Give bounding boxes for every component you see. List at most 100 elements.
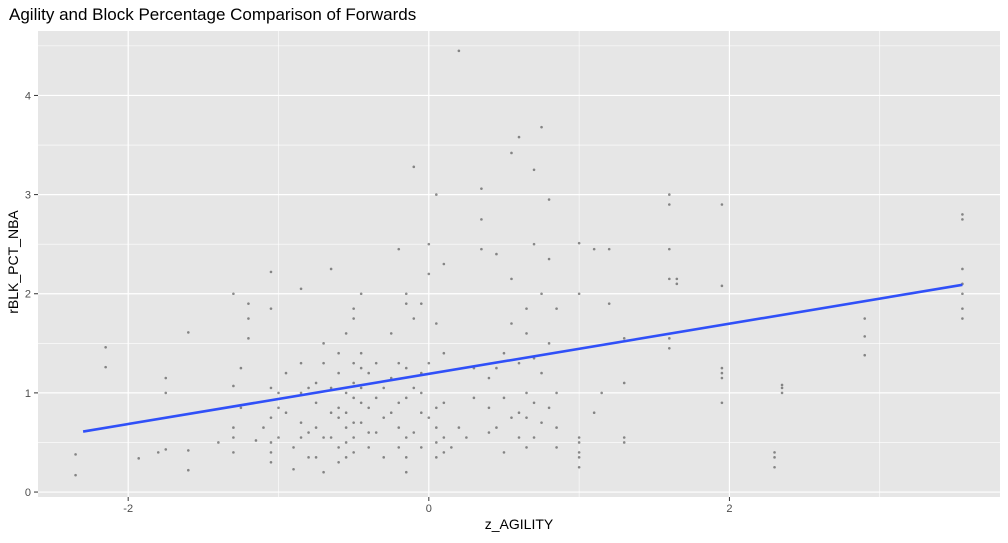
data-point <box>247 337 250 340</box>
data-point <box>337 406 340 410</box>
data-point <box>419 411 423 415</box>
data-point <box>344 332 348 335</box>
data-point <box>442 451 446 454</box>
data-point <box>577 441 581 444</box>
data-point <box>547 406 551 410</box>
y-tick-label: 4 <box>25 90 31 102</box>
data-point <box>322 436 325 439</box>
data-point <box>668 203 671 206</box>
data-point <box>525 416 528 419</box>
data-point <box>961 317 964 320</box>
data-point <box>104 345 107 349</box>
y-axis-ticks: 0 1 2 3 4 <box>25 90 38 499</box>
data-point <box>540 292 543 296</box>
data-point <box>359 401 363 405</box>
data-point <box>457 426 461 429</box>
data-point <box>720 371 724 375</box>
data-point <box>517 361 521 365</box>
data-point <box>675 282 679 286</box>
data-point <box>495 366 498 370</box>
data-point <box>442 351 446 355</box>
data-point <box>510 322 513 325</box>
data-point <box>344 391 348 395</box>
data-point <box>389 332 393 335</box>
data-point <box>277 406 280 410</box>
data-point <box>622 441 626 444</box>
data-point <box>397 361 401 365</box>
data-point <box>367 446 370 449</box>
data-point <box>337 460 340 464</box>
y-tick-label: 1 <box>25 388 31 400</box>
data-point <box>269 307 273 310</box>
data-point <box>502 351 506 355</box>
data-point <box>382 456 386 459</box>
data-point <box>137 457 141 460</box>
data-point <box>668 337 671 340</box>
data-point <box>577 451 581 454</box>
data-point <box>435 456 438 459</box>
data-point <box>269 386 273 390</box>
data-point <box>74 453 77 456</box>
data-point <box>389 411 393 415</box>
data-point <box>292 446 295 449</box>
data-point <box>863 353 867 357</box>
data-point <box>773 456 776 459</box>
data-point <box>412 386 416 390</box>
data-point <box>540 371 543 375</box>
data-point <box>269 441 273 444</box>
data-point <box>344 456 348 459</box>
data-point <box>337 446 340 449</box>
data-point <box>510 277 513 281</box>
data-point <box>622 436 626 439</box>
data-point <box>247 302 250 305</box>
data-point <box>517 436 521 439</box>
data-point <box>269 270 273 274</box>
data-point <box>502 396 506 400</box>
data-point <box>269 460 273 464</box>
data-point <box>577 465 581 469</box>
data-point <box>374 361 378 365</box>
data-point <box>389 376 393 380</box>
data-point <box>532 436 536 439</box>
data-point <box>382 416 386 419</box>
data-point <box>299 287 303 291</box>
data-point <box>480 218 483 221</box>
data-point <box>540 125 543 129</box>
data-point <box>359 292 363 296</box>
data-point <box>299 421 303 424</box>
trend-line <box>82 283 963 433</box>
chart-title: Agility and Block Percentage Comparison … <box>9 5 416 24</box>
data-point <box>510 151 513 155</box>
data-point <box>187 331 190 334</box>
data-point <box>532 242 536 246</box>
data-point <box>322 361 325 365</box>
data-point <box>412 431 416 434</box>
data-point <box>495 426 498 429</box>
data-point <box>314 381 318 385</box>
data-point <box>239 366 243 370</box>
trend-line-group <box>82 283 963 433</box>
data-point <box>284 371 288 375</box>
data-point <box>675 277 679 281</box>
data-point <box>419 446 423 449</box>
data-point <box>262 426 265 429</box>
data-point <box>435 406 438 410</box>
data-point <box>555 307 558 310</box>
data-point <box>269 416 273 419</box>
data-point <box>367 431 370 434</box>
x-tick-label: -2 <box>123 503 133 515</box>
data-point <box>307 386 310 390</box>
data-point <box>367 406 370 410</box>
data-point <box>577 436 581 439</box>
data-point <box>427 272 431 276</box>
data-point <box>359 421 363 424</box>
data-point <box>419 302 423 305</box>
data-point <box>404 456 408 459</box>
data-point <box>322 342 325 345</box>
data-point <box>404 396 408 400</box>
data-point <box>337 416 340 419</box>
data-point <box>427 242 431 246</box>
data-point <box>382 386 386 390</box>
data-point <box>367 371 370 375</box>
